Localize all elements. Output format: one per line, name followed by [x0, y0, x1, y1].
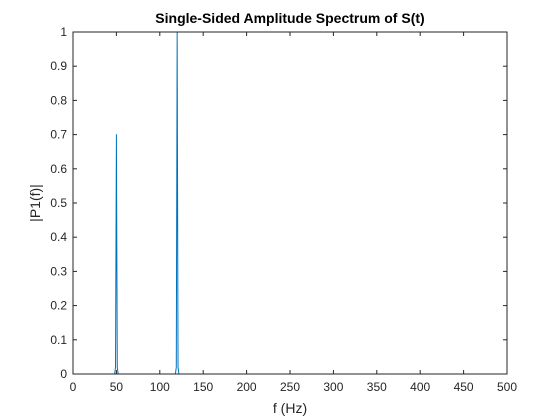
y-tick-label: 0.6: [50, 162, 67, 176]
y-tick-label: 0.5: [50, 196, 67, 210]
y-tick-label: 0: [60, 367, 67, 381]
x-tick-label: 400: [410, 380, 430, 394]
y-tick-label: 0.8: [50, 93, 67, 107]
y-tick-label: 1: [60, 25, 67, 39]
x-tick-label: 250: [280, 380, 300, 394]
x-tick-label: 350: [367, 380, 387, 394]
x-tick-label: 150: [193, 380, 213, 394]
y-tick-label: 0.3: [50, 264, 67, 278]
x-tick-label: 450: [454, 380, 474, 394]
plot-area: 0 50 100 150 200 250 300 350 400 450 500 0 0.1 0.2 0.3…: [50, 25, 517, 394]
y-tick-label: 0.2: [50, 299, 67, 313]
x-tick-label: 100: [150, 380, 170, 394]
chart-title: Single-Sided Amplitude Spectrum of S(t): [155, 10, 424, 26]
y-tick-label: 0.1: [50, 333, 67, 347]
y-axis-label: |P1(f)|: [27, 184, 43, 222]
y-tick-label: 0.9: [50, 59, 67, 73]
y-tick-label: 0.4: [50, 230, 67, 244]
x-tick-label: 500: [497, 380, 517, 394]
x-tick-label: 200: [237, 380, 257, 394]
plot-background: [73, 32, 507, 374]
x-tick-label: 50: [110, 380, 124, 394]
x-tick-label: 0: [70, 380, 77, 394]
y-tick-label: 0.7: [50, 128, 67, 142]
x-axis-label: f (Hz): [273, 400, 307, 416]
x-tick-label: 300: [323, 380, 343, 394]
